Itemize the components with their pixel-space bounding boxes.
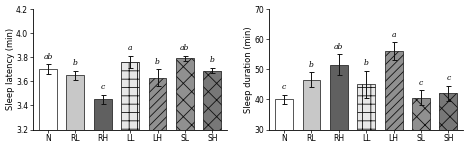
Bar bbox=[303, 80, 320, 130]
Bar bbox=[176, 58, 194, 130]
Bar bbox=[67, 75, 84, 130]
Text: b: b bbox=[364, 59, 369, 67]
Bar bbox=[385, 51, 402, 130]
Text: b: b bbox=[210, 56, 215, 65]
Y-axis label: Sleep latency (min): Sleep latency (min) bbox=[6, 28, 15, 110]
Bar bbox=[330, 65, 348, 130]
Y-axis label: Sleep duration (min): Sleep duration (min) bbox=[244, 26, 253, 113]
Text: c: c bbox=[446, 74, 451, 82]
Text: ab: ab bbox=[334, 43, 343, 51]
Bar bbox=[121, 62, 139, 130]
Text: a: a bbox=[128, 44, 132, 52]
Text: b: b bbox=[155, 58, 160, 66]
Text: a: a bbox=[391, 31, 396, 39]
Text: b: b bbox=[73, 59, 78, 67]
Bar bbox=[204, 70, 221, 130]
Bar bbox=[149, 78, 166, 130]
Bar bbox=[39, 69, 57, 130]
Bar bbox=[357, 84, 375, 130]
Text: ab: ab bbox=[43, 53, 53, 61]
Bar bbox=[94, 99, 112, 130]
Bar bbox=[439, 93, 457, 130]
Text: b: b bbox=[309, 61, 314, 69]
Text: ab: ab bbox=[180, 44, 189, 52]
Text: c: c bbox=[419, 79, 423, 87]
Text: c: c bbox=[282, 83, 286, 91]
Bar bbox=[275, 99, 293, 130]
Bar bbox=[412, 98, 430, 130]
Text: c: c bbox=[101, 83, 105, 91]
